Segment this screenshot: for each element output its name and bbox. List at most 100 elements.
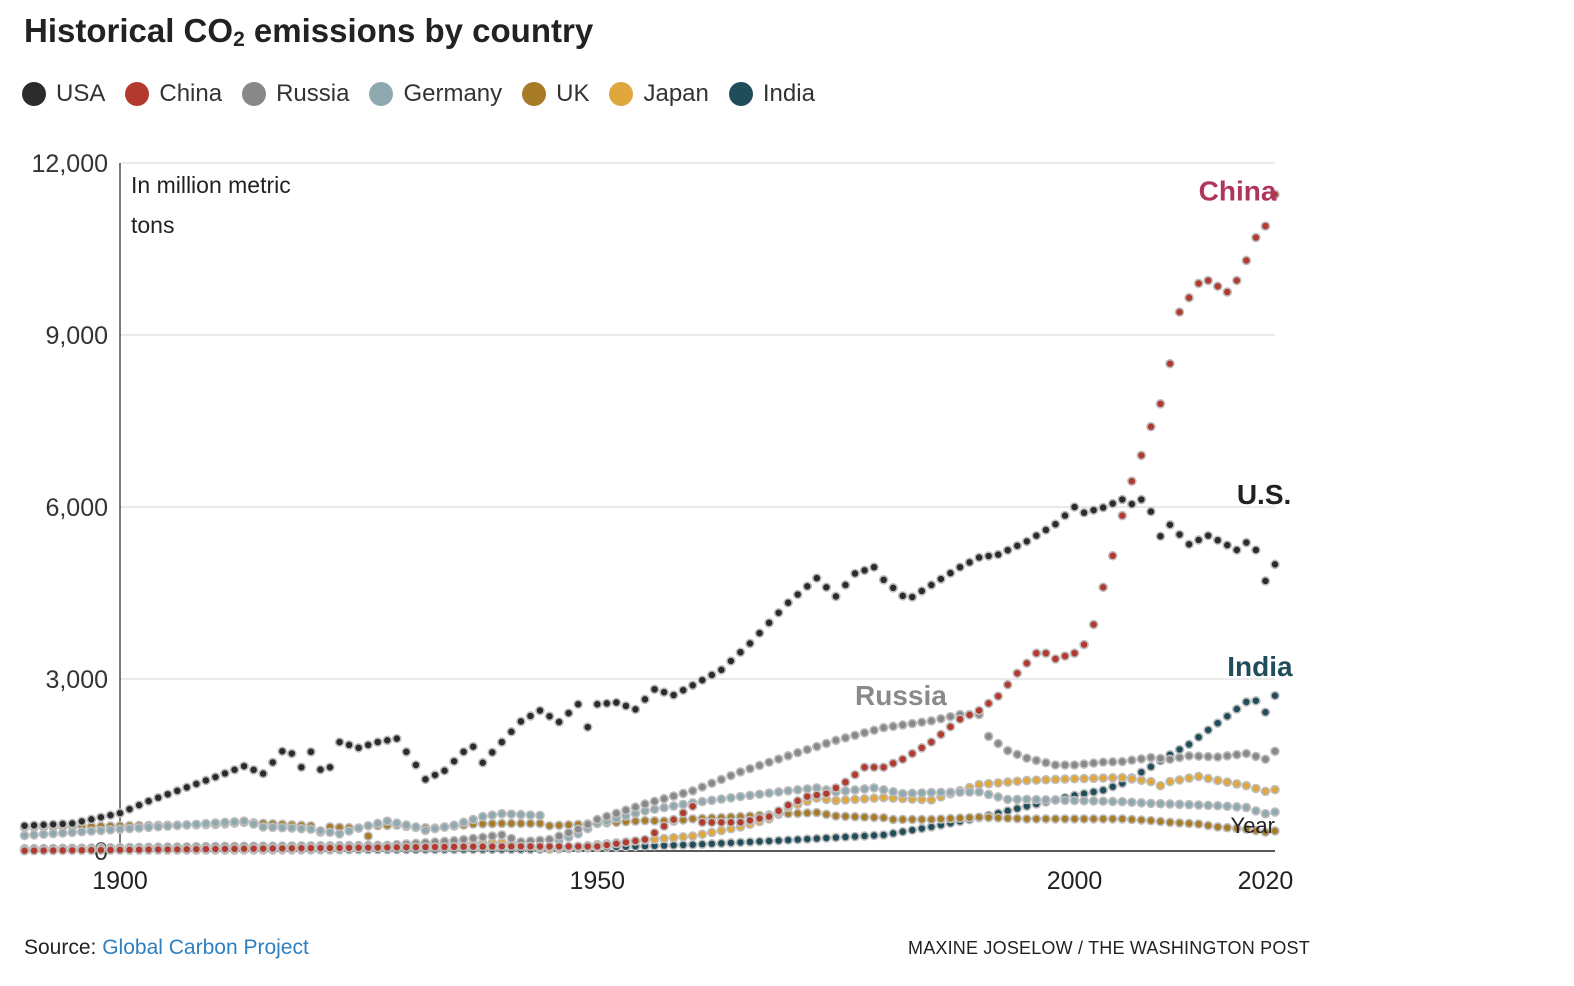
data-point bbox=[907, 814, 918, 825]
legend-item-usa: USA bbox=[22, 80, 105, 108]
data-point bbox=[640, 834, 650, 845]
data-point bbox=[1251, 806, 1261, 816]
data-point bbox=[1193, 278, 1204, 289]
legend-item-china: China bbox=[125, 80, 222, 108]
data-point bbox=[544, 841, 555, 852]
data-point bbox=[1174, 818, 1185, 828]
data-point bbox=[1060, 510, 1070, 521]
data-point bbox=[993, 792, 1003, 802]
data-point bbox=[1050, 654, 1061, 664]
source-link[interactable]: Global Carbon Project bbox=[102, 936, 309, 959]
data-point bbox=[678, 685, 688, 695]
data-point bbox=[353, 842, 364, 853]
data-point bbox=[334, 843, 345, 853]
data-point bbox=[430, 842, 440, 852]
data-point bbox=[1031, 814, 1042, 824]
y-tick-label: 3,000 bbox=[45, 666, 108, 694]
data-point bbox=[67, 818, 78, 829]
data-point bbox=[506, 833, 517, 844]
data-point bbox=[1251, 751, 1261, 762]
data-point bbox=[726, 792, 736, 803]
data-point bbox=[678, 799, 688, 810]
data-point bbox=[716, 794, 727, 804]
data-point bbox=[124, 804, 135, 814]
data-point bbox=[983, 812, 994, 823]
data-point bbox=[745, 763, 755, 774]
data-point bbox=[535, 705, 545, 716]
data-point bbox=[554, 841, 564, 852]
legend-label: Japan bbox=[643, 80, 709, 107]
data-point bbox=[621, 701, 631, 711]
data-point bbox=[850, 811, 860, 822]
data-point bbox=[840, 733, 851, 743]
data-point bbox=[1155, 531, 1166, 542]
data-point bbox=[124, 844, 135, 855]
data-point bbox=[1193, 800, 1204, 810]
data-point bbox=[897, 720, 908, 730]
data-point bbox=[773, 835, 784, 846]
data-point bbox=[592, 699, 603, 710]
data-point bbox=[497, 841, 507, 852]
x-tick-label: 2000 bbox=[1047, 867, 1103, 895]
data-point bbox=[325, 762, 335, 773]
data-point bbox=[945, 721, 956, 732]
data-point bbox=[334, 828, 345, 839]
data-point bbox=[1146, 506, 1156, 517]
series-usa bbox=[19, 494, 1280, 831]
legend-swatch bbox=[242, 82, 267, 106]
data-point bbox=[687, 785, 698, 796]
data-point bbox=[1146, 761, 1156, 772]
data-point bbox=[449, 756, 459, 767]
legend-label: USA bbox=[56, 80, 106, 107]
data-point bbox=[812, 741, 822, 752]
data-point bbox=[315, 825, 326, 836]
data-point bbox=[974, 705, 984, 716]
legend-item-india: India bbox=[728, 80, 815, 108]
data-point bbox=[802, 784, 813, 794]
data-point bbox=[430, 770, 440, 780]
data-point bbox=[1041, 757, 1051, 768]
data-point bbox=[773, 787, 784, 797]
data-point bbox=[1031, 530, 1042, 541]
data-point bbox=[840, 811, 851, 822]
data-point bbox=[1146, 776, 1156, 787]
data-point bbox=[831, 795, 841, 806]
data-point bbox=[1002, 813, 1013, 824]
data-point bbox=[506, 841, 517, 852]
data-point bbox=[1165, 817, 1175, 828]
data-point bbox=[735, 767, 746, 777]
data-point bbox=[38, 820, 49, 830]
data-point bbox=[668, 801, 679, 811]
data-point bbox=[869, 830, 879, 841]
data-point bbox=[1022, 814, 1032, 824]
legend-swatch bbox=[522, 82, 547, 106]
data-point bbox=[831, 811, 841, 821]
data-point bbox=[77, 816, 87, 827]
data-point bbox=[831, 783, 841, 793]
data-point bbox=[1270, 826, 1280, 836]
data-point bbox=[802, 744, 813, 755]
data-point bbox=[764, 757, 774, 768]
data-point bbox=[411, 760, 421, 770]
data-point bbox=[783, 785, 793, 796]
data-point bbox=[1117, 494, 1128, 505]
data-point bbox=[697, 817, 708, 828]
data-point bbox=[1031, 648, 1042, 659]
data-point bbox=[1012, 803, 1023, 814]
data-point bbox=[439, 765, 450, 776]
data-point bbox=[1232, 275, 1242, 286]
data-point bbox=[1155, 798, 1166, 809]
data-point bbox=[38, 829, 49, 840]
data-point bbox=[1193, 732, 1204, 742]
data-point bbox=[1146, 798, 1156, 809]
data-point bbox=[29, 830, 39, 840]
legend-label: UK bbox=[556, 80, 590, 107]
data-point bbox=[1251, 545, 1261, 555]
data-point bbox=[888, 721, 898, 732]
data-point bbox=[878, 762, 889, 773]
data-point bbox=[77, 826, 87, 837]
data-point bbox=[248, 843, 259, 854]
data-point bbox=[1146, 815, 1156, 826]
data-point bbox=[477, 832, 488, 843]
data-point bbox=[1174, 775, 1185, 785]
